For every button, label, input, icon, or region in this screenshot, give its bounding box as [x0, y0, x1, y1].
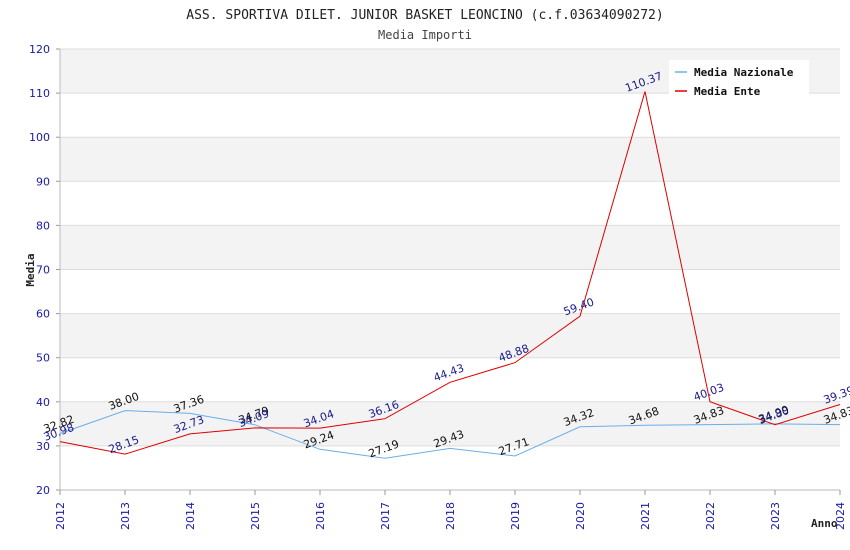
plot-band — [60, 401, 840, 446]
x-tick-label: 2015 — [249, 502, 262, 530]
y-tick-label: 40 — [36, 396, 50, 409]
y-tick-label: 20 — [36, 484, 50, 497]
plot-band — [60, 313, 840, 358]
series-line-media-nazionale — [59, 410, 841, 459]
plot-band — [60, 357, 840, 402]
y-tick-label: 120 — [29, 43, 50, 56]
chart-subtitle: Media Importi — [378, 28, 472, 42]
legend-entry: Media Ente — [694, 85, 761, 98]
x-tick-label: 2017 — [379, 502, 392, 530]
x-axis-ticks: 2012 2013 2014 2015 2016 2017 2018 2019 2020 2021… — [54, 502, 847, 530]
plot-band — [60, 445, 840, 490]
legend-box — [669, 60, 809, 96]
x-tick-label: 2016 — [314, 502, 327, 530]
y-tick-label: 100 — [29, 131, 50, 144]
x-tick-label: 2019 — [509, 502, 522, 530]
y-tick-label: 50 — [36, 352, 50, 365]
x-tick-label: 2012 — [54, 502, 67, 530]
x-tick-label: 2021 — [639, 502, 652, 530]
series-line-media-ente — [59, 91, 841, 455]
y-tick-label: 30 — [36, 440, 50, 453]
y-tick-label: 60 — [36, 308, 50, 321]
chart-title: ASS. SPORTIVA DILET. JUNIOR BASKET LEONC… — [186, 8, 663, 23]
grid-lines — [56, 48, 841, 495]
x-tick-label: 2023 — [769, 502, 782, 530]
legend-entry: Media Nazionale — [694, 66, 794, 79]
y-tick-label: 70 — [36, 264, 50, 277]
x-tick-label: 2013 — [119, 502, 132, 530]
x-axis-label: Anno — [811, 517, 838, 530]
y-axis-label: Media — [24, 253, 37, 286]
y-tick-label: 90 — [36, 175, 50, 188]
x-tick-label: 2022 — [704, 502, 717, 530]
plot-band — [60, 181, 840, 226]
series-lines — [59, 91, 841, 459]
x-tick-label: 2024 — [834, 502, 847, 530]
x-tick-label: 2020 — [574, 502, 587, 530]
x-tick-label: 2018 — [444, 502, 457, 530]
plot-band — [60, 269, 840, 314]
plot-band — [60, 93, 840, 138]
y-axis-ticks: 20 30 40 50 60 70 80 90 100 110 120 — [29, 43, 50, 497]
y-tick-label: 110 — [29, 87, 50, 100]
x-tick-label: 2014 — [184, 502, 197, 530]
y-tick-label: 80 — [36, 219, 50, 232]
legend: Media Nazionale Media Ente — [669, 60, 809, 98]
plot-bands — [60, 49, 840, 490]
plot-band — [60, 225, 840, 270]
plot-band — [60, 137, 840, 182]
